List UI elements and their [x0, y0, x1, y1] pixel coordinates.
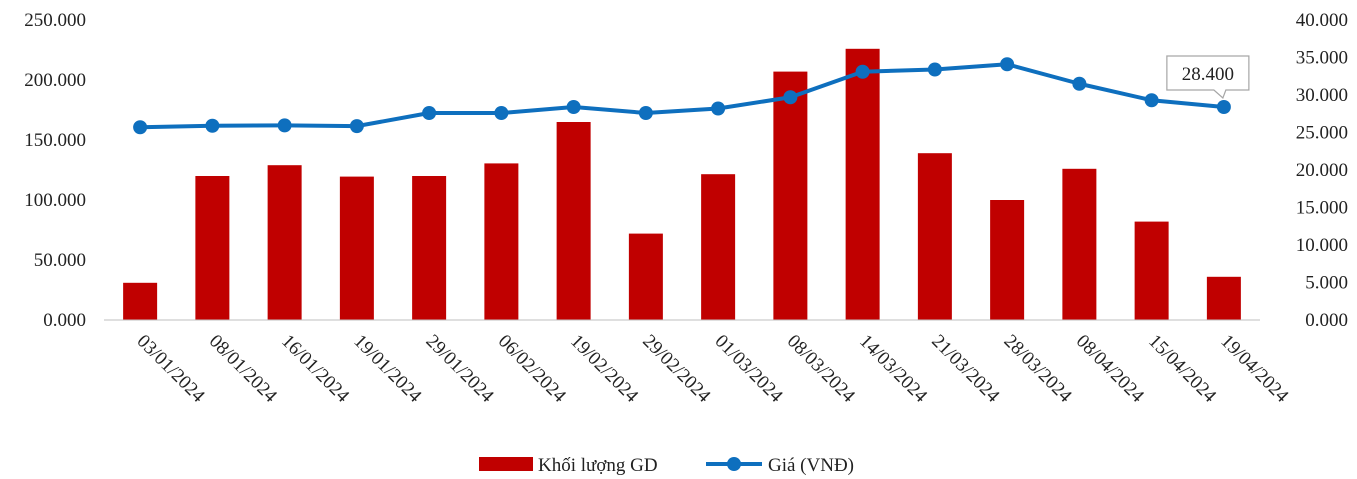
x-axis-tick-label: 08/03/2024: [783, 331, 859, 407]
price-point: [422, 106, 437, 120]
price-point: [277, 118, 292, 133]
left-axis-tick-label: 150.000: [24, 130, 86, 151]
price-point: [1216, 100, 1231, 114]
x-axis-tick-label: 19/04/2024: [1216, 331, 1292, 407]
left-axis-ticks: 0.000 50.000 100.000 150.000 200.000 250.000: [24, 10, 86, 331]
x-axis-tick-label: 29/02/2024: [638, 331, 714, 407]
left-axis-tick-label: 250.000: [24, 10, 86, 31]
volume-bar: [1134, 221, 1169, 320]
right-axis-tick-label: 40.000: [1296, 10, 1348, 31]
right-axis-tick-label: 25.000: [1296, 123, 1348, 144]
price-point: [711, 101, 726, 116]
price-point: [349, 119, 364, 134]
volume-bar: [845, 48, 880, 321]
x-axis-tick-label: 19/01/2024: [349, 331, 425, 407]
annotation-label: 28.400: [1182, 64, 1234, 85]
right-axis-tick-label: 0.000: [1305, 310, 1348, 331]
volume-bar: [1062, 168, 1097, 320]
price-point: [566, 100, 581, 114]
volume-bar: [773, 71, 808, 320]
x-axis-tick-label: 01/03/2024: [711, 331, 787, 407]
x-axis-tick-label: 08/04/2024: [1072, 331, 1148, 407]
volume-bar: [339, 176, 374, 320]
x-axis-labels: 03/01/202408/01/202416/01/202419/01/2024…: [133, 331, 1293, 407]
price-point: [638, 106, 653, 120]
price-point: [927, 62, 942, 77]
price-point: [1072, 76, 1087, 91]
price-point: [1000, 57, 1015, 72]
volume-bar: [484, 163, 519, 320]
volume-bar: [123, 282, 158, 320]
volume-bar: [556, 122, 591, 320]
left-axis-tick-label: 200.000: [24, 70, 86, 91]
right-axis-ticks: 0.000 5.000 10.000 15.000 20.000 25.000 30.000…: [1296, 10, 1348, 331]
price-point: [1144, 93, 1159, 108]
legend: Khối lượng GD Giá (VNĐ): [479, 455, 854, 476]
x-axis-tick-label: 08/01/2024: [205, 331, 281, 407]
legend-bar-swatch: [479, 457, 533, 471]
legend-bar-label: Khối lượng GD: [538, 455, 658, 476]
x-axis-tick-label: 06/02/2024: [494, 331, 570, 407]
volume-bar: [701, 174, 736, 320]
volume-bar: [267, 165, 302, 320]
x-axis-tick-label: 29/01/2024: [422, 331, 498, 407]
right-axis-tick-label: 30.000: [1296, 85, 1348, 106]
price-point: [133, 120, 148, 135]
x-axis-tick-label: 21/03/2024: [927, 331, 1003, 407]
x-axis-tick-label: 15/04/2024: [1144, 331, 1220, 407]
annotation-callout-box: [1166, 55, 1250, 100]
bar-series: [123, 48, 1241, 321]
right-axis-tick-label: 35.000: [1296, 48, 1348, 69]
right-axis-tick-label: 5.000: [1305, 273, 1348, 294]
volume-bar: [917, 153, 952, 320]
left-axis-tick-label: 0.000: [43, 310, 86, 331]
x-axis-tick-label: 19/02/2024: [566, 331, 642, 407]
volume-bar: [628, 233, 663, 320]
left-axis-tick-label: 50.000: [34, 250, 86, 271]
volume-bar: [195, 176, 230, 320]
price-point: [205, 118, 220, 133]
x-axis-tick-label: 03/01/2024: [133, 331, 209, 407]
x-axis-tick-label: 28/03/2024: [1000, 331, 1076, 407]
volume-bar: [412, 176, 447, 320]
right-axis-tick-label: 15.000: [1296, 198, 1348, 219]
right-axis-tick-label: 10.000: [1296, 235, 1348, 256]
x-axis-tick-label: 14/03/2024: [855, 331, 931, 407]
price-annotation: 28.400: [1166, 55, 1250, 100]
legend-line-marker: [727, 457, 741, 471]
price-line: [140, 62, 1225, 130]
price-point: [494, 106, 509, 120]
price-point: [783, 90, 798, 105]
left-axis-tick-label: 100.000: [24, 190, 86, 211]
volume-bar: [990, 200, 1025, 320]
x-axis-tick-label: 16/01/2024: [277, 331, 353, 407]
volume-bar: [1206, 276, 1241, 320]
right-axis-tick-label: 20.000: [1296, 160, 1348, 181]
legend-line-label: Giá (VNĐ): [768, 455, 854, 476]
price-point: [855, 64, 870, 79]
line-series: [133, 57, 1231, 135]
